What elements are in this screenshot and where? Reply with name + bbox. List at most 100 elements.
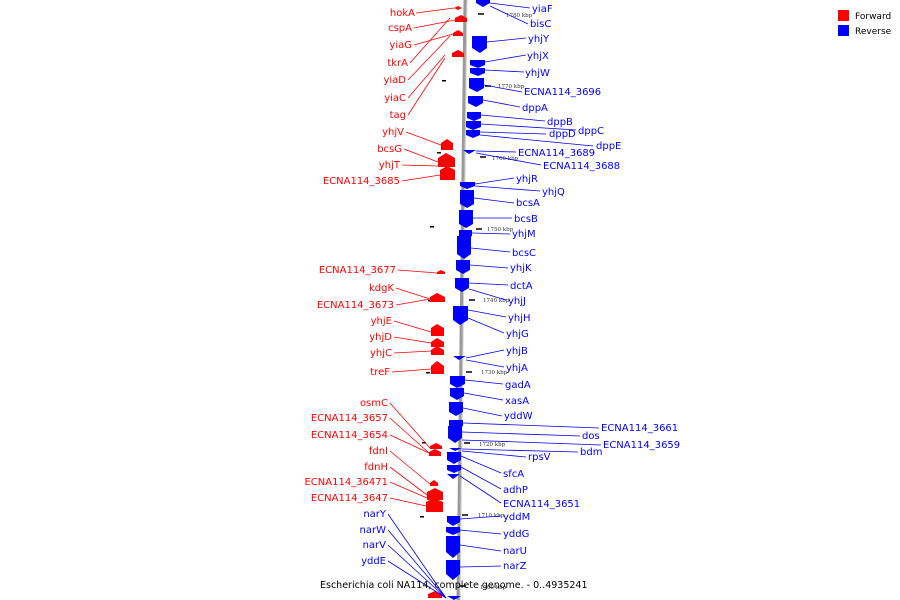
gene-ECNA114-3654 (429, 449, 441, 456)
gene-bcsG (441, 139, 453, 150)
label-ECNA114-3651: ECNA114_3651 (503, 499, 580, 510)
label-yhjJ: yhjJ (508, 296, 526, 307)
tick-1750: 1750 kbp (476, 227, 514, 233)
label-dppB: dppB (547, 117, 573, 128)
gene-narY (447, 596, 461, 600)
label-yhjW: yhjW (525, 68, 550, 79)
label-dctA: dctA (510, 281, 533, 292)
label-ECNA114-3673: ECNA114_3673 (317, 300, 394, 311)
forward-label-group (389, 7, 456, 507)
gene-ECNA114-3689 (463, 150, 476, 154)
gene-yhjT (438, 153, 455, 167)
label-ECNA114-3677: ECNA114_3677 (319, 265, 396, 276)
tick-1710: 1710 kbp (462, 513, 505, 519)
label-sfcA: sfcA (503, 469, 524, 480)
label-bdm: bdm (580, 447, 602, 458)
gene-yhjY (472, 36, 487, 53)
gene-ECNA114-3657 (430, 443, 442, 449)
label-narY: narY (363, 509, 387, 520)
label-adhP: adhP (503, 485, 528, 496)
forward-labels: hokA cspA yiaG tkrA yiaD yiaC tag yhjV b… (304, 8, 415, 504)
gene-dos (448, 426, 462, 443)
label-yiaD: yiaD (383, 75, 406, 86)
gene-hokA (454, 6, 462, 10)
label-yhjK: yhjK (510, 263, 532, 274)
gene-yhjE (431, 324, 444, 336)
gene-yhjC (431, 346, 444, 355)
gene-dppB (467, 112, 481, 121)
label-ECNA114-36471: ECNA114_36471 (304, 477, 388, 488)
gene-yhjW-b (469, 78, 484, 92)
label-ECNA114-3685: ECNA114_3685 (323, 176, 400, 187)
gene-treF (431, 361, 444, 374)
gene-dppD (466, 130, 480, 138)
svg-text:1760 kbp: 1760 kbp (492, 156, 519, 162)
tick-1780: 1780 kbp (478, 13, 533, 19)
label-tkrA: tkrA (387, 58, 408, 69)
svg-text:1750 kbp: 1750 kbp (487, 227, 514, 233)
label-narZ: narZ (503, 561, 527, 572)
label-yddW: yddW (504, 411, 533, 422)
label-fdnH: fdnH (364, 462, 388, 473)
gene-dctA (455, 278, 469, 292)
gene-adhP (447, 465, 461, 473)
label-narV: narV (363, 540, 387, 551)
tick-1760: 1760 kbp (480, 156, 519, 162)
label-bcsA: bcsA (516, 198, 540, 209)
label-ECNA114-3661: ECNA114_3661 (601, 423, 678, 434)
label-ECNA114-3659: ECNA114_3659 (603, 440, 680, 451)
label-ECNA114-3654: ECNA114_3654 (311, 430, 388, 441)
label-narW: narW (360, 525, 387, 536)
label-yhjM: yhjM (512, 229, 536, 240)
label-yhjD: yhjD (369, 332, 392, 343)
svg-text:1780 kbp: 1780 kbp (506, 13, 533, 19)
label-tag: tag (390, 110, 406, 121)
label-yhjY: yhjY (528, 34, 550, 45)
forward-genes (426, 6, 467, 598)
label-yhjA: yhjA (506, 363, 528, 374)
legend-forward-label: Forward (855, 12, 891, 22)
label-yhjQ: yhjQ (542, 187, 565, 198)
label-yiaC: yiaC (384, 93, 406, 104)
gene-narU (446, 536, 460, 558)
label-yhjE: yhjE (371, 316, 392, 327)
svg-text:1720 kbp: 1720 kbp (479, 442, 506, 448)
label-ECNA114-3657: ECNA114_3657 (311, 413, 388, 424)
gene-ECNA114-3647 (426, 498, 443, 512)
label-bcsB: bcsB (514, 214, 538, 225)
gene-ECNA114-3677 (437, 270, 445, 274)
gene-sfcA (447, 452, 461, 464)
label-yhjR: yhjR (516, 174, 538, 185)
label-fdnI: fdnI (369, 446, 388, 457)
tick-1740: 1740 kbp (469, 298, 510, 304)
label-hokA: hokA (390, 8, 415, 19)
label-bisC: bisC (530, 19, 551, 30)
label-yddE: yddE (361, 556, 386, 567)
reverse-genes (446, 0, 490, 600)
gene-ECNA114-3651 (447, 474, 460, 479)
genome-backbone (456, 0, 467, 600)
gene-yddM (447, 516, 460, 526)
label-yhjX: yhjX (527, 51, 549, 62)
gene-yiaF (476, 0, 490, 7)
gene-ECNA114-3685 (440, 166, 455, 180)
legend-forward: Forward (838, 10, 891, 22)
gene-rpsV (449, 448, 462, 451)
label-dppE: dppE (596, 141, 621, 152)
gene-dppA (468, 96, 483, 107)
gene-yhjK (456, 260, 470, 274)
label-gadA: gadA (505, 380, 531, 391)
scale-ticks: 1780 kbp 1770 kbp 1760 kbp 1750 kbp 1740… (420, 13, 533, 591)
gene-xasA (450, 388, 464, 400)
gene-yddW (449, 402, 463, 416)
gene-yhjR (460, 182, 475, 189)
label-yhjG: yhjG (506, 329, 529, 340)
label-yiaF: yiaF (532, 4, 553, 15)
reverse-left-label-lines (387, 513, 447, 599)
reverse-label-lines (459, 2, 602, 568)
gene-yhjW-a (470, 68, 485, 76)
legend-reverse-label: Reverse (855, 27, 892, 37)
label-xasA: xasA (505, 396, 529, 407)
legend-reverse: Reverse (838, 25, 892, 37)
tick-1720: 1720 kbp (464, 442, 506, 448)
